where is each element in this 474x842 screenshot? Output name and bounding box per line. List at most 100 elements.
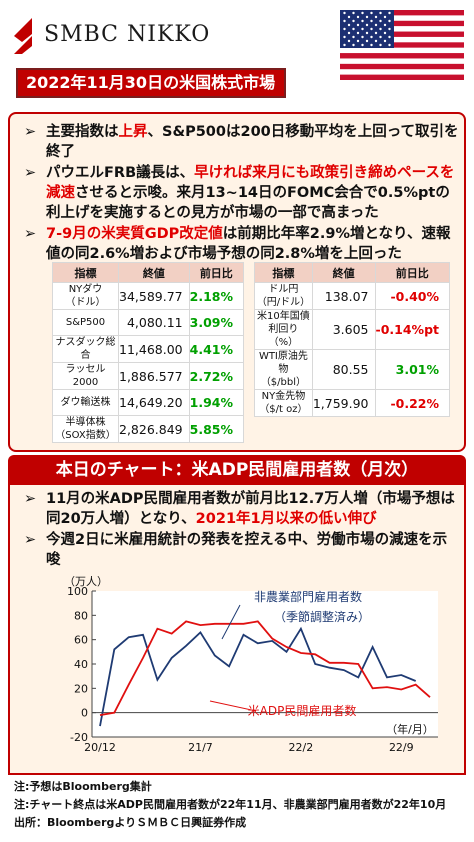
- col-header: 指標: [52, 262, 119, 283]
- change-value: 3.01%: [374, 349, 451, 390]
- table-row: ダウ輸送株 14,649.20 1.94%: [52, 389, 245, 416]
- y-tick-label: 80: [74, 609, 88, 622]
- arrow-bullet-icon: ➢: [24, 124, 37, 140]
- table-row: WTI原油先物 （$/bbl） 80.55 3.01%: [254, 349, 451, 390]
- close-value: 4,080.11: [118, 309, 190, 336]
- bullet-item: ➢ 11月の米ADP民間雇用者数が前月比12.7万人増（市場予想は同20万人増）と…: [24, 489, 460, 529]
- y-tick-label: 20: [74, 682, 88, 695]
- indicator-name: ダウ輸送株: [52, 389, 119, 416]
- col-header: 終値: [118, 262, 190, 283]
- market-table: 指標 終値 前日比 ドル円 （円/ドル） 138.07 -0.40% 米10年国債利回…: [254, 262, 451, 417]
- chart-panel: ➢ 11月の米ADP民間雇用者数が前月比12.7万人増（市場予想は同20万人増）と…: [8, 485, 466, 775]
- close-value: 80.55: [311, 349, 376, 390]
- change-value: 1.94%: [188, 389, 245, 416]
- brand-logo-text: SMBC NIKKO: [44, 22, 211, 47]
- y-unit-label: （万人）: [64, 575, 108, 588]
- x-tick-label: 20/12: [84, 741, 116, 754]
- indicator-name: S&P500: [52, 309, 119, 336]
- series-line-1: [99, 626, 417, 727]
- close-value: 2,826.849: [118, 415, 190, 443]
- indicator-name: WTI原油先物 （$/bbl）: [254, 349, 313, 390]
- footnotes: 注:予想はBloomberg集計注:チャート終点は米ADP民間雇用者数が22年1…: [14, 778, 464, 832]
- bullet-text: 上昇: [118, 124, 148, 140]
- close-value: 138.07: [311, 282, 376, 310]
- callout-line-nonfarm: [221, 604, 241, 640]
- x-tick-label: 22/2: [289, 741, 314, 754]
- col-header: 前日比: [188, 262, 245, 283]
- table-row: S&P500 4,080.11 3.09%: [52, 309, 245, 336]
- footnote-line: 出所：BloombergよりＳＭＢＣ日興証券作成: [14, 816, 247, 829]
- chart-banner: 本日のチャート：米ADP民間雇用者数（月次）: [8, 455, 466, 485]
- y-tick-label: 40: [74, 658, 88, 671]
- arrow-bullet-icon: ➢: [24, 226, 37, 242]
- arrow-bullet-icon: ➢: [24, 532, 37, 548]
- bullet-text: 7-9月の米実質GDP改定値: [46, 226, 223, 242]
- bullet-item: ➢ 今週2日に米雇用統計の発表を控える中、労働市場の減速を示唆: [24, 530, 460, 570]
- bullet-text: 主要指数は: [46, 124, 119, 140]
- arrow-bullet-icon: ➢: [24, 165, 37, 181]
- bullet-item: ➢ 主要指数は上昇、S&P500は200日移動平均を上回って取引を終了: [24, 122, 460, 162]
- change-value: 2.18%: [188, 282, 245, 310]
- col-header: 前日比: [374, 262, 451, 283]
- bullet-text: パウエルFRB議長は、: [46, 165, 195, 181]
- change-value: -0.14%pt: [374, 309, 451, 350]
- col-header: 終値: [311, 262, 376, 283]
- close-value: 11,468.00: [118, 335, 190, 363]
- close-value: 14,649.20: [118, 389, 190, 416]
- close-value: 3.605: [311, 309, 376, 350]
- y-tick-label: 60: [74, 634, 88, 647]
- table-row: 米10年国債利回り （%） 3.605 -0.14%pt: [254, 309, 451, 350]
- table-row: ドル円 （円/ドル） 138.07 -0.40%: [254, 282, 451, 310]
- indicator-name: NY金先物 （$/t oz）: [254, 389, 313, 417]
- bullet-text: 11月の米ADP民間雇用者数が前月比12.7万人増（市場予想は同20万人増）とな…: [46, 491, 455, 527]
- indicator-name: 半導体株 （SOX指数）: [52, 415, 119, 443]
- change-value: 4.41%: [188, 335, 245, 363]
- chart-bullets: ➢ 11月の米ADP民間雇用者数が前月比12.7万人増（市場予想は同20万人増）と…: [24, 489, 460, 571]
- indicator-name: ラッセル2000: [52, 362, 119, 390]
- arrow-bullet-icon: ➢: [24, 491, 37, 507]
- bullet-text: は前期比年率2.9%増となり、速報値の同2.6%増および市場予想の同2.8%増を…: [46, 226, 451, 262]
- indicator-name: ナスダック総合: [52, 335, 119, 363]
- col-header: 指標: [254, 262, 313, 283]
- change-value: 3.09%: [188, 309, 245, 336]
- change-value: -0.22%: [374, 389, 451, 417]
- bullet-text: させると示唆。来月13~14日のFOMC会合で0.5%ptの利上げを実施するとの…: [46, 185, 450, 221]
- series-label-adp: 米ADP民間雇用者数: [248, 703, 357, 718]
- table-row: NY金先物 （$/t oz） 1,759.90 -0.22%: [254, 389, 451, 417]
- bullet-text: 早ければ来月にも政策引き締めペースを減速: [46, 165, 455, 201]
- close-value: 1,886.577: [118, 362, 190, 390]
- y-tick-label: -20: [70, 731, 88, 744]
- series-line-2: [99, 620, 431, 716]
- bullet-text: 、S&P500は200日移動平均を上回って取引を終了: [46, 124, 459, 160]
- x-tick-label: 21/7: [188, 741, 213, 754]
- close-value: 34,589.77: [118, 282, 190, 310]
- y-tick-label: 0: [81, 707, 88, 720]
- smbc-nikko-logo-icon: [14, 18, 32, 54]
- series-label-nonfarm: 非農業部門雇用者数: [254, 589, 362, 604]
- header: SMBC NIKKO: [0, 0, 474, 80]
- y-tick-label: 100: [67, 585, 88, 598]
- employment-line-chart: -20 0 20 40 60 80 100 20/12 21/7 22/2 22/9 （万人） （年/月…: [64, 575, 438, 754]
- close-value: 1,759.90: [311, 389, 376, 417]
- callout-line-adp: [209, 700, 257, 712]
- table-row: NYダウ （ドル） 34,589.77 2.18%: [52, 282, 245, 310]
- x-tick-label: 22/9: [389, 741, 414, 754]
- market-summary-panel: ➢ 主要指数は上昇、S&P500は200日移動平均を上回って取引を終了 ➢ パウエルF…: [8, 112, 466, 452]
- footnote-line: 注:予想はBloomberg集計: [14, 780, 152, 793]
- indicator-name: 米10年国債利回り （%）: [254, 309, 313, 350]
- date-banner: 2022年11月30日の米国株式市場: [16, 68, 286, 98]
- table-row: ナスダック総合 11,468.00 4.41%: [52, 335, 245, 363]
- series-sublabel-nonfarm: （季節調整済み）: [274, 609, 370, 624]
- index-table: 指標 終値 前日比 NYダウ （ドル） 34,589.77 2.18% S&P500 4…: [52, 262, 245, 443]
- footnote-line: 注:チャート終点は米ADP民間雇用者数が22年11月、非農業部門雇用者数が22年…: [14, 798, 447, 811]
- table-row: 半導体株 （SOX指数） 2,826.849 5.85%: [52, 415, 245, 443]
- change-value: -0.40%: [374, 282, 451, 310]
- market-bullets: ➢ 主要指数は上昇、S&P500は200日移動平均を上回って取引を終了 ➢ パウエルF…: [24, 122, 460, 265]
- x-axis-label: （年/月）: [386, 722, 434, 736]
- indicator-name: NYダウ （ドル）: [52, 282, 119, 310]
- change-value: 2.72%: [188, 362, 245, 390]
- table-row: ラッセル2000 1,886.577 2.72%: [52, 362, 245, 390]
- bullet-text: 今週2日に米雇用統計の発表を控える中、労働市場の減速を示唆: [46, 532, 448, 568]
- bullet-item: ➢ 7-9月の米実質GDP改定値は前期比年率2.9%増となり、速報値の同2.6%増…: [24, 224, 460, 264]
- bullet-item: ➢ パウエルFRB議長は、早ければ来月にも政策引き締めペースを減速させると示唆。来…: [24, 163, 460, 223]
